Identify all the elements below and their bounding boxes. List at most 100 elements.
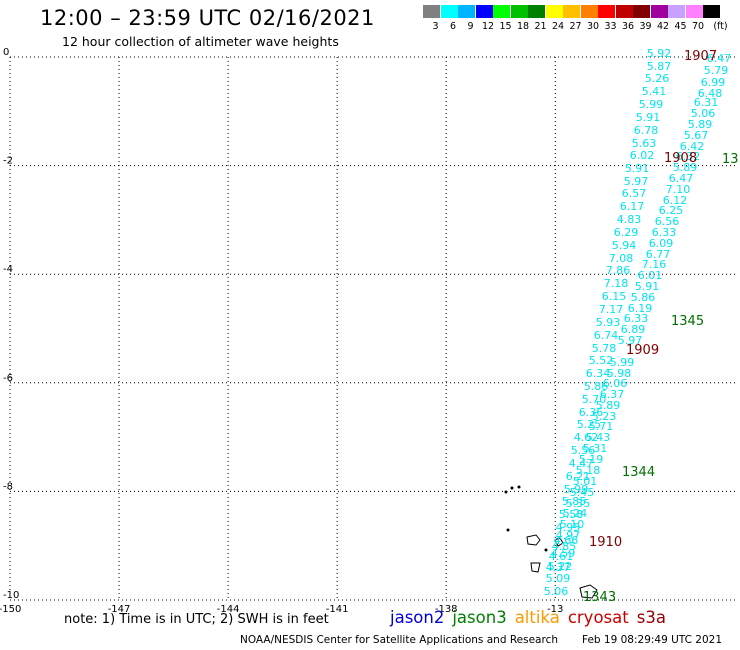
legend-label: 70	[691, 21, 705, 32]
legend-swatch	[528, 5, 545, 18]
wave-height-value: 6.56	[655, 215, 680, 228]
wave-height-value: 4.83	[617, 213, 642, 226]
wave-height-value: 6.33	[624, 312, 649, 325]
legend-swatch	[545, 5, 563, 18]
wave-height-value: 5.18	[576, 464, 601, 477]
wave-height-value: 5.91	[625, 162, 650, 175]
legend-label: 24	[551, 21, 565, 32]
wave-height-value: 5.23	[592, 410, 617, 423]
altimeter-tracks: 5.925.875.265.415.995.916.785.636.025.91…	[544, 47, 732, 598]
wave-height-value: 4.97	[556, 529, 581, 542]
wave-height-value: 5.99	[639, 98, 664, 111]
pass-number-label: 1344	[622, 465, 655, 480]
wave-height-value: 5.97	[618, 334, 643, 347]
y-tick-label: -4	[3, 264, 13, 275]
legend-unit: (ft)	[713, 21, 728, 32]
wave-height-value: 5.09	[546, 572, 571, 585]
wave-height-value: 6.74	[594, 329, 619, 342]
wave-height-value: 5.63	[632, 137, 657, 150]
wave-height-value: 5.24	[563, 507, 588, 520]
wave-height-value: 5.26	[645, 72, 670, 85]
wave-height-value: 5.22	[548, 560, 573, 573]
pass-number-label: 1343	[583, 590, 616, 605]
legend-swatch	[493, 5, 510, 18]
wave-height-value: 7.16	[642, 258, 667, 271]
wave-height-value: 7.10	[666, 183, 691, 196]
satellite-jason2: jason2	[390, 608, 445, 627]
legend-label: 9	[467, 21, 474, 32]
wave-height-value: 5.10	[560, 518, 585, 531]
track-cryosat-1907: 5.925.875.265.415.995.916.785.636.025.91…	[544, 47, 672, 598]
x-tick-label: -141	[326, 604, 349, 615]
wave-height-value: 5.52	[589, 354, 614, 367]
legend-label: 3	[432, 21, 439, 32]
legend-label: 12	[481, 21, 495, 32]
wave-height-value: 6.25	[659, 204, 684, 217]
wave-height-value: 5.31	[583, 442, 608, 455]
track-cryosat-1908: 6.475.796.996.486.315.065.895.676.426.32…	[546, 52, 732, 574]
y-tick-label: -2	[3, 156, 13, 167]
wave-height-value: 6.31	[694, 96, 719, 109]
satellite-legend: jason2 jason3 altika cryosat s3a	[390, 608, 674, 627]
pass-number-label: 1908	[664, 151, 697, 166]
legend-label: 30	[586, 21, 600, 32]
x-tick-label: -13	[547, 604, 563, 615]
wave-height-value: 5.89	[596, 399, 621, 412]
wave-height-value: 5.43	[586, 431, 611, 444]
credit-line: NOAA/NESDIS Center for Satellite Applica…	[240, 634, 558, 646]
wave-height-value: 5.78	[592, 342, 617, 355]
satellite-s3a: s3a	[636, 608, 666, 627]
legend-swatch	[440, 5, 458, 18]
x-tick-label: -138	[435, 604, 458, 615]
legend-swatch	[668, 5, 685, 18]
wave-height-value: 6.47	[669, 172, 694, 185]
legend-label: 39	[639, 21, 652, 32]
wave-height-value: 5.91	[635, 280, 660, 293]
wave-height-value: 6.47	[707, 52, 732, 65]
legend-swatch	[563, 5, 580, 18]
footnote: note: 1) Time is in UTC; 2) SWH is in fe…	[64, 612, 329, 627]
wave-height-value: 4.37	[546, 561, 571, 574]
wave-height-value: 6.78	[634, 124, 659, 137]
wave-height-value: 6.42	[680, 140, 705, 153]
wave-height-value: 4.85	[552, 540, 577, 553]
wave-height-value: 5.67	[684, 129, 709, 142]
satellite-jason3: jason3	[452, 608, 507, 627]
wave-height-value: 5.86	[584, 380, 609, 393]
wave-height-value: 5.94	[612, 239, 637, 252]
pass-number-label: 1907	[684, 49, 717, 64]
chart-subtitle: 12 hour collection of altimeter wave hei…	[62, 34, 339, 49]
x-tick-label: -147	[108, 604, 131, 615]
wave-height-value: 5.98	[607, 367, 632, 380]
wave-height-value: 7.08	[609, 252, 634, 265]
axis-tick-labels: -150 -147 -144 -141 -138 -13 0 -2 -4 -6 -8 -10	[0, 47, 563, 615]
wave-height-value: 5.79	[704, 64, 729, 77]
legend-label: 33	[604, 21, 617, 32]
wave-height-value: 4.61	[549, 550, 574, 563]
wave-height-value: 5.71	[589, 420, 614, 433]
legend-label: 15	[499, 21, 512, 32]
wave-height-value: 5.58	[559, 508, 584, 521]
chart-title: 12:00 – 23:59 UTC 02/16/2021	[40, 6, 375, 30]
wave-height-value: 5.45	[570, 486, 595, 499]
legend-label: 18	[516, 21, 530, 32]
legend-swatch	[510, 5, 528, 18]
legend-swatch	[703, 5, 720, 18]
wave-height-value: 7.18	[604, 277, 629, 290]
wave-height-value: 5.87	[647, 60, 672, 73]
island-4	[579, 584, 598, 599]
satellite-cryosat: cryosat	[567, 608, 629, 627]
wave-height-value: 4.62	[574, 431, 599, 444]
satellite-altika: altika	[514, 608, 560, 627]
wave-height-value: 5.93	[596, 316, 621, 329]
wave-height-value: 6.37	[600, 388, 625, 401]
island-dot-1	[504, 490, 508, 494]
wave-height-value: 6.02	[630, 149, 655, 162]
wave-height-value: 5.99	[610, 356, 635, 369]
wave-height-value: 5.91	[636, 111, 661, 124]
legend-swatch	[598, 5, 615, 18]
wave-height-value: 6.34	[586, 367, 611, 380]
wave-height-value: 6.36	[579, 406, 604, 419]
wave-height-value: 5.85	[562, 495, 587, 508]
wave-height-value: 5.01	[573, 475, 598, 488]
